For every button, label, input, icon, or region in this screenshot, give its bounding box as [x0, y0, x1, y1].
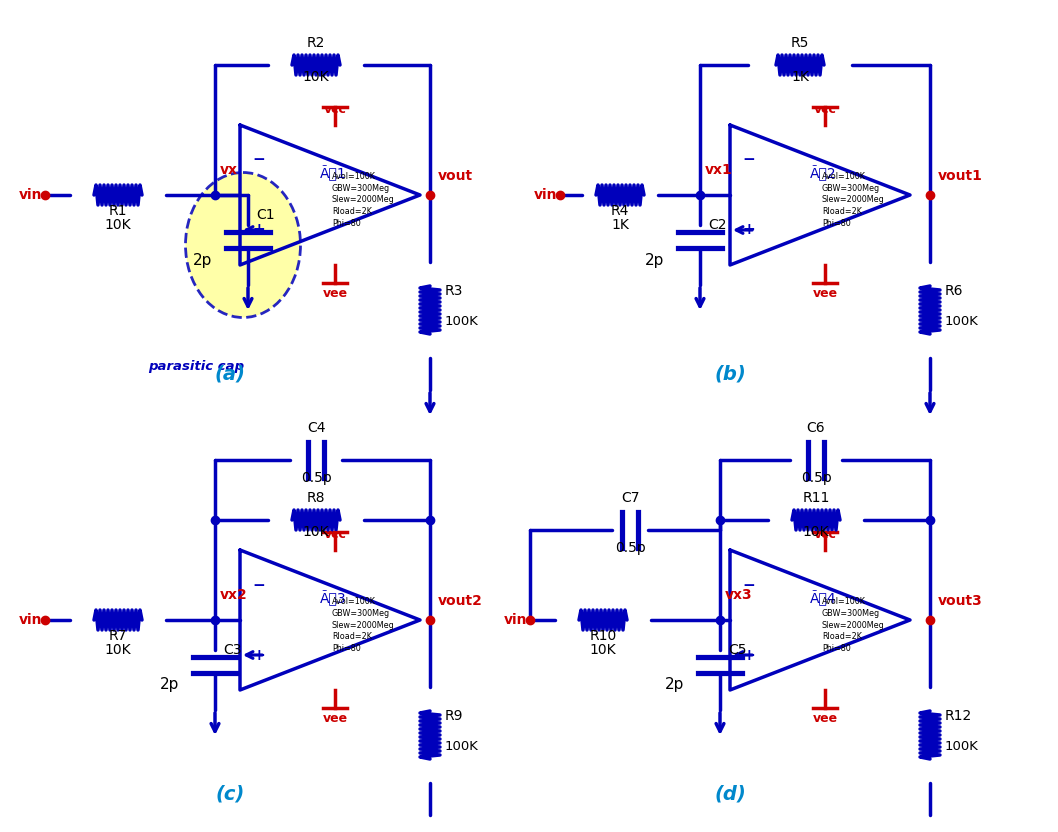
Text: vout1: vout1: [938, 169, 983, 183]
Text: R9: R9: [445, 709, 463, 723]
Text: Ã1: Ã1: [320, 165, 347, 181]
Text: 100K: 100K: [945, 315, 979, 328]
Text: +: +: [742, 647, 754, 662]
Text: −: −: [252, 152, 264, 167]
Text: C6: C6: [806, 421, 825, 435]
Text: C4: C4: [307, 421, 325, 435]
Text: R4: R4: [610, 204, 630, 218]
Text: 0.5p: 0.5p: [801, 471, 832, 485]
Text: (a): (a): [215, 365, 245, 384]
Text: −: −: [742, 577, 754, 592]
Text: vout2: vout2: [438, 594, 482, 608]
Text: 2p: 2p: [665, 677, 685, 692]
Text: +: +: [252, 647, 264, 662]
Text: vee: vee: [323, 287, 348, 300]
Text: +: +: [742, 222, 754, 237]
Text: Avol=100K
GBW=300Meg
Slew=2000Meg
Rload=2K
Phi=80: Avol=100K GBW=300Meg Slew=2000Meg Rload=…: [332, 597, 395, 653]
Text: −: −: [742, 152, 754, 167]
Text: parasitic cap: parasitic cap: [148, 360, 244, 373]
Text: Avol=100K
GBW=300Meg
Slew=2000Meg
Rload=2K
Phi=80: Avol=100K GBW=300Meg Slew=2000Meg Rload=…: [822, 597, 884, 653]
Text: R1: R1: [109, 204, 127, 218]
Text: vout3: vout3: [938, 594, 983, 608]
Text: vx3: vx3: [725, 588, 752, 602]
Ellipse shape: [185, 172, 300, 318]
Text: 10K: 10K: [303, 525, 329, 539]
Text: 10K: 10K: [803, 525, 829, 539]
Text: vin: vin: [18, 188, 42, 202]
Text: R3: R3: [445, 284, 463, 298]
Text: 2p: 2p: [161, 677, 180, 692]
Text: 10K: 10K: [303, 70, 329, 84]
Text: Ã2: Ã2: [810, 165, 837, 181]
Text: C2: C2: [708, 218, 727, 232]
Text: 100K: 100K: [945, 740, 979, 753]
Text: (b): (b): [714, 365, 746, 384]
Text: C3: C3: [223, 643, 241, 657]
Text: R10: R10: [589, 629, 617, 643]
Text: C7: C7: [621, 491, 639, 505]
Text: R6: R6: [945, 284, 964, 298]
Text: Ã3: Ã3: [320, 590, 347, 606]
Text: (c): (c): [216, 785, 244, 804]
Text: R12: R12: [945, 709, 972, 723]
Text: vcc: vcc: [814, 528, 837, 541]
Text: vcc: vcc: [814, 103, 837, 116]
Text: R2: R2: [307, 36, 325, 50]
Text: vee: vee: [813, 712, 838, 725]
Text: vin: vin: [533, 188, 557, 202]
Text: vout: vout: [438, 169, 473, 183]
Text: 2p: 2p: [194, 252, 213, 268]
Text: C1: C1: [256, 208, 275, 222]
Text: −: −: [252, 577, 264, 592]
Text: vx2: vx2: [220, 588, 248, 602]
Text: 0.5p: 0.5p: [300, 471, 331, 485]
Text: 2p: 2p: [645, 252, 664, 268]
Text: 10K: 10K: [105, 643, 131, 657]
Text: 10K: 10K: [105, 218, 131, 232]
Text: Avol=100K
GBW=300Meg
Slew=2000Meg
Rload=2K
Phi=80: Avol=100K GBW=300Meg Slew=2000Meg Rload=…: [822, 172, 884, 228]
Text: Ã4: Ã4: [810, 590, 837, 606]
Text: R11: R11: [802, 491, 829, 505]
Text: C5: C5: [728, 643, 747, 657]
Text: 1K: 1K: [791, 70, 809, 84]
Text: 1K: 1K: [612, 218, 628, 232]
Text: vin: vin: [18, 613, 42, 627]
Text: R7: R7: [109, 629, 127, 643]
Text: R5: R5: [790, 36, 809, 50]
Text: 10K: 10K: [589, 643, 617, 657]
Text: vx: vx: [220, 163, 238, 177]
Text: vcc: vcc: [324, 103, 346, 116]
Text: 100K: 100K: [445, 315, 479, 328]
Text: +: +: [252, 222, 264, 237]
Text: vin: vin: [504, 613, 527, 627]
Text: vee: vee: [323, 712, 348, 725]
Text: Avol=100K
GBW=300Meg
Slew=2000Meg
Rload=2K
Phi=80: Avol=100K GBW=300Meg Slew=2000Meg Rload=…: [332, 172, 395, 228]
Text: vee: vee: [813, 287, 838, 300]
Text: vx1: vx1: [705, 163, 733, 177]
Text: R8: R8: [307, 491, 325, 505]
Text: vcc: vcc: [324, 528, 346, 541]
Text: 100K: 100K: [445, 740, 479, 753]
Text: (d): (d): [714, 785, 746, 804]
Text: 0.5p: 0.5p: [615, 541, 645, 555]
